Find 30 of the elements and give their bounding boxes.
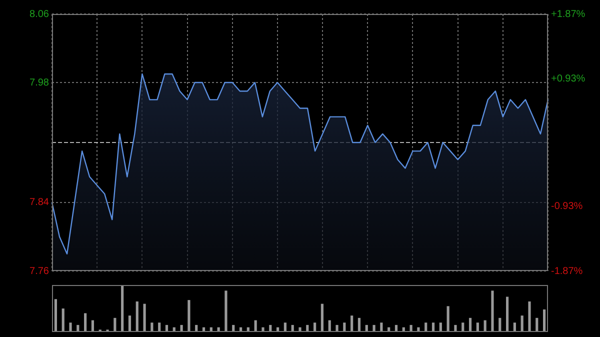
bar <box>143 304 146 332</box>
y2-tick-label: +1.87% <box>551 8 586 20</box>
bar <box>54 299 57 332</box>
bar <box>528 301 531 332</box>
bar <box>520 316 524 332</box>
y2-tick-label: -1.87% <box>551 266 583 277</box>
bar <box>350 316 354 332</box>
bar <box>128 316 132 332</box>
y2-tick-label: +0.93% <box>551 73 586 84</box>
bar <box>121 285 124 332</box>
bar <box>336 324 338 332</box>
bar <box>446 306 450 332</box>
bar <box>372 324 376 332</box>
bar <box>188 300 190 332</box>
bar <box>506 296 509 332</box>
bar <box>410 324 412 332</box>
y-tick-label: 7.98 <box>30 77 50 88</box>
y-tick-label: 8.06 <box>30 8 50 20</box>
bar <box>224 290 228 332</box>
bar <box>84 313 87 332</box>
bar <box>543 309 546 332</box>
y-tick-label: 7.76 <box>30 266 50 277</box>
bar <box>136 301 138 332</box>
bar <box>62 308 64 332</box>
y2-tick-label: -0.93% <box>551 201 583 212</box>
bar <box>454 324 457 332</box>
bar <box>320 304 324 332</box>
bar <box>491 290 494 332</box>
bar <box>69 322 72 332</box>
y-tick-label: 7.84 <box>30 197 50 208</box>
